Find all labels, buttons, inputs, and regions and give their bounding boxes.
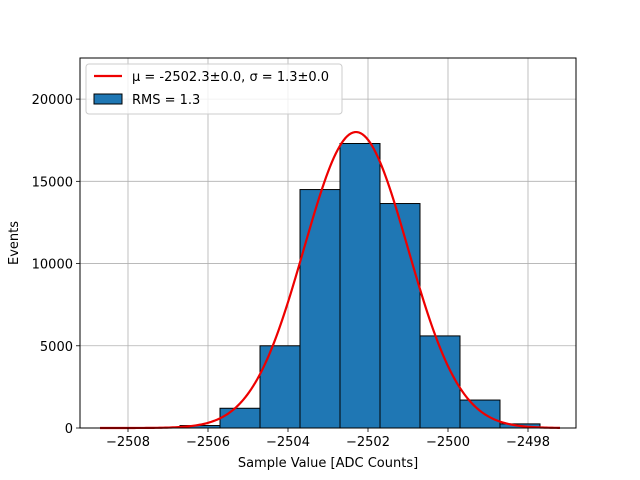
x-axis: −2508 −2506 −2504 −2502 −2500 −2498	[106, 428, 550, 450]
y-tick-label: 20000	[32, 93, 73, 108]
x-tick-label: −2500	[426, 435, 470, 450]
legend-histogram-swatch	[93, 93, 123, 105]
histogram-bar	[419, 335, 461, 429]
legend-histogram-label: RMS = 1.3	[132, 93, 200, 108]
histogram-bars	[139, 143, 541, 429]
legend-box	[85, 63, 343, 115]
x-tick-label: −2498	[506, 435, 550, 450]
x-tick-label: −2502	[346, 435, 390, 450]
y-tick-label: 15000	[32, 175, 73, 190]
y-tick-label: 10000	[32, 258, 73, 273]
legend-fit-label: μ = -2502.3±0.0, σ = 1.3±0.0	[132, 70, 329, 85]
histogram-bar	[299, 189, 341, 429]
histogram-bar	[339, 143, 381, 429]
x-axis-label: Sample Value [ADC Counts]	[238, 456, 418, 471]
x-tick-label: −2506	[186, 435, 230, 450]
x-tick-label: −2504	[266, 435, 310, 450]
fit-curve-layer	[100, 130, 561, 430]
x-tick-label: −2508	[106, 435, 150, 450]
histogram-bar	[259, 345, 301, 429]
histogram-bar	[459, 399, 501, 429]
y-axis-label: Events	[7, 221, 22, 265]
y-axis: 0 5000 10000 15000 20000	[32, 93, 80, 437]
histogram-bar	[219, 407, 261, 429]
legend: μ = -2502.3±0.0, σ = 1.3±0.0 RMS = 1.3	[85, 63, 343, 115]
gaussian-fit-curve	[100, 130, 561, 430]
y-tick-label: 5000	[40, 340, 73, 355]
plot-frame	[79, 57, 577, 429]
y-tick-label: 0	[65, 422, 73, 437]
histogram-bar	[379, 203, 421, 429]
